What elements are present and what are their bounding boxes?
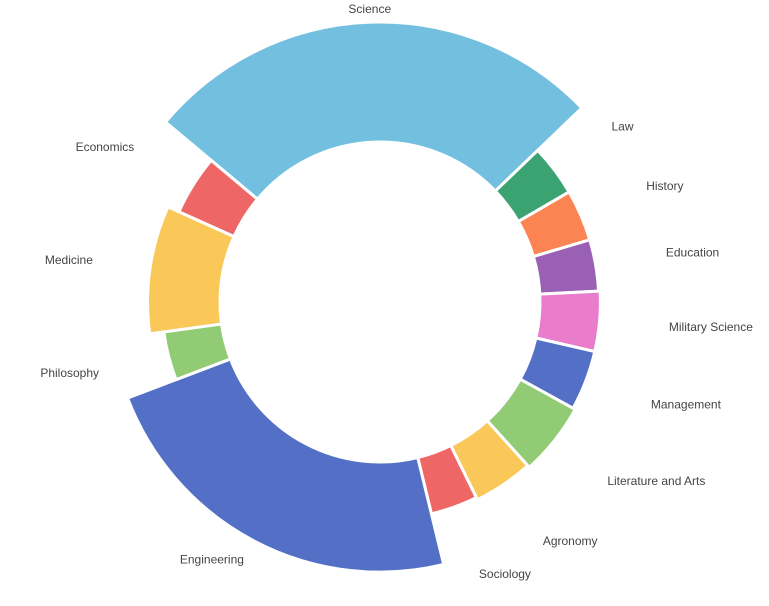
label-sociology: Sociology: [479, 567, 531, 581]
label-education: Education: [666, 245, 719, 259]
slice-economics[interactable]: [177, 158, 259, 239]
slice-science[interactable]: [164, 20, 584, 201]
label-military-science: Military Science: [669, 320, 753, 334]
label-science: Science: [348, 2, 391, 16]
label-literature-and-arts: Literature and Arts: [607, 474, 705, 488]
slice-medicine[interactable]: [146, 205, 236, 336]
labels-group: Science Law History Education Military Scien…: [40, 2, 753, 581]
slices-group: [126, 20, 602, 574]
slice-engineering[interactable]: [126, 357, 446, 574]
label-agronomy: Agronomy: [543, 534, 598, 548]
label-medicine: Medicine: [45, 253, 93, 267]
label-management: Management: [651, 398, 722, 412]
label-economics: Economics: [76, 140, 135, 154]
label-philosophy: Philosophy: [40, 366, 99, 380]
label-history: History: [646, 179, 683, 193]
label-law: Law: [611, 119, 633, 133]
label-engineering: Engineering: [180, 553, 244, 567]
